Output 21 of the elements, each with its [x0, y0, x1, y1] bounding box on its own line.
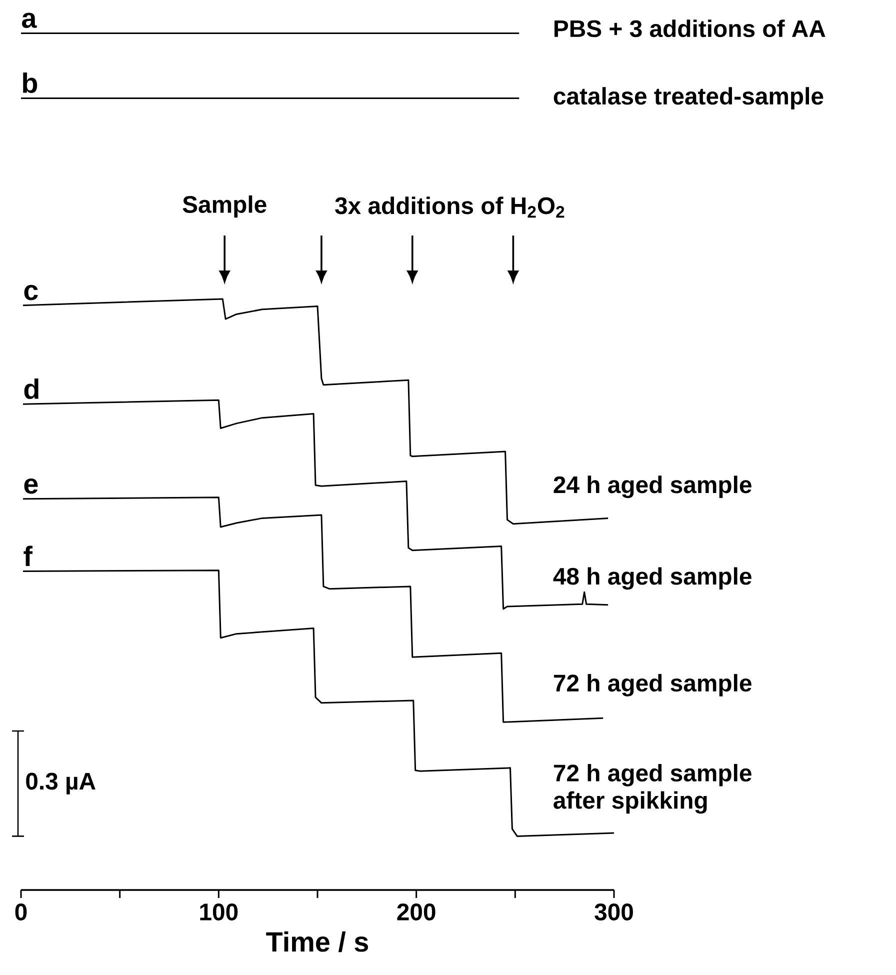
x-tick-label: 0 — [15, 904, 27, 920]
series-label: a — [22, 12, 37, 28]
annotation: 72 h aged sample — [554, 764, 752, 786]
series-label: c — [24, 284, 38, 300]
annotation: 48 h aged sample — [553, 567, 752, 590]
x-axis-title: Time / s — [266, 931, 368, 952]
annotation: 3x additions of H$_{2}$O$_{2}$ — [335, 196, 564, 218]
annotation: Sample — [182, 195, 266, 218]
annotation: 24 h aged sample — [554, 476, 752, 498]
annotation: 0.3 µA — [26, 772, 96, 794]
series-label: b — [23, 72, 38, 94]
annotation: 72 h aged sample — [554, 674, 752, 696]
annotation: catalase treated-sample — [554, 87, 824, 110]
series-label: e — [24, 478, 38, 494]
annotation: after spikking — [554, 791, 707, 814]
x-tick-label: 300 — [594, 904, 633, 920]
x-tick-label: 200 — [397, 904, 436, 920]
x-tick-label: 100 — [200, 904, 238, 920]
annotation: PBS + 3 additions of AA — [554, 20, 826, 38]
series-label: f — [24, 546, 33, 566]
series-label: d — [24, 378, 38, 399]
